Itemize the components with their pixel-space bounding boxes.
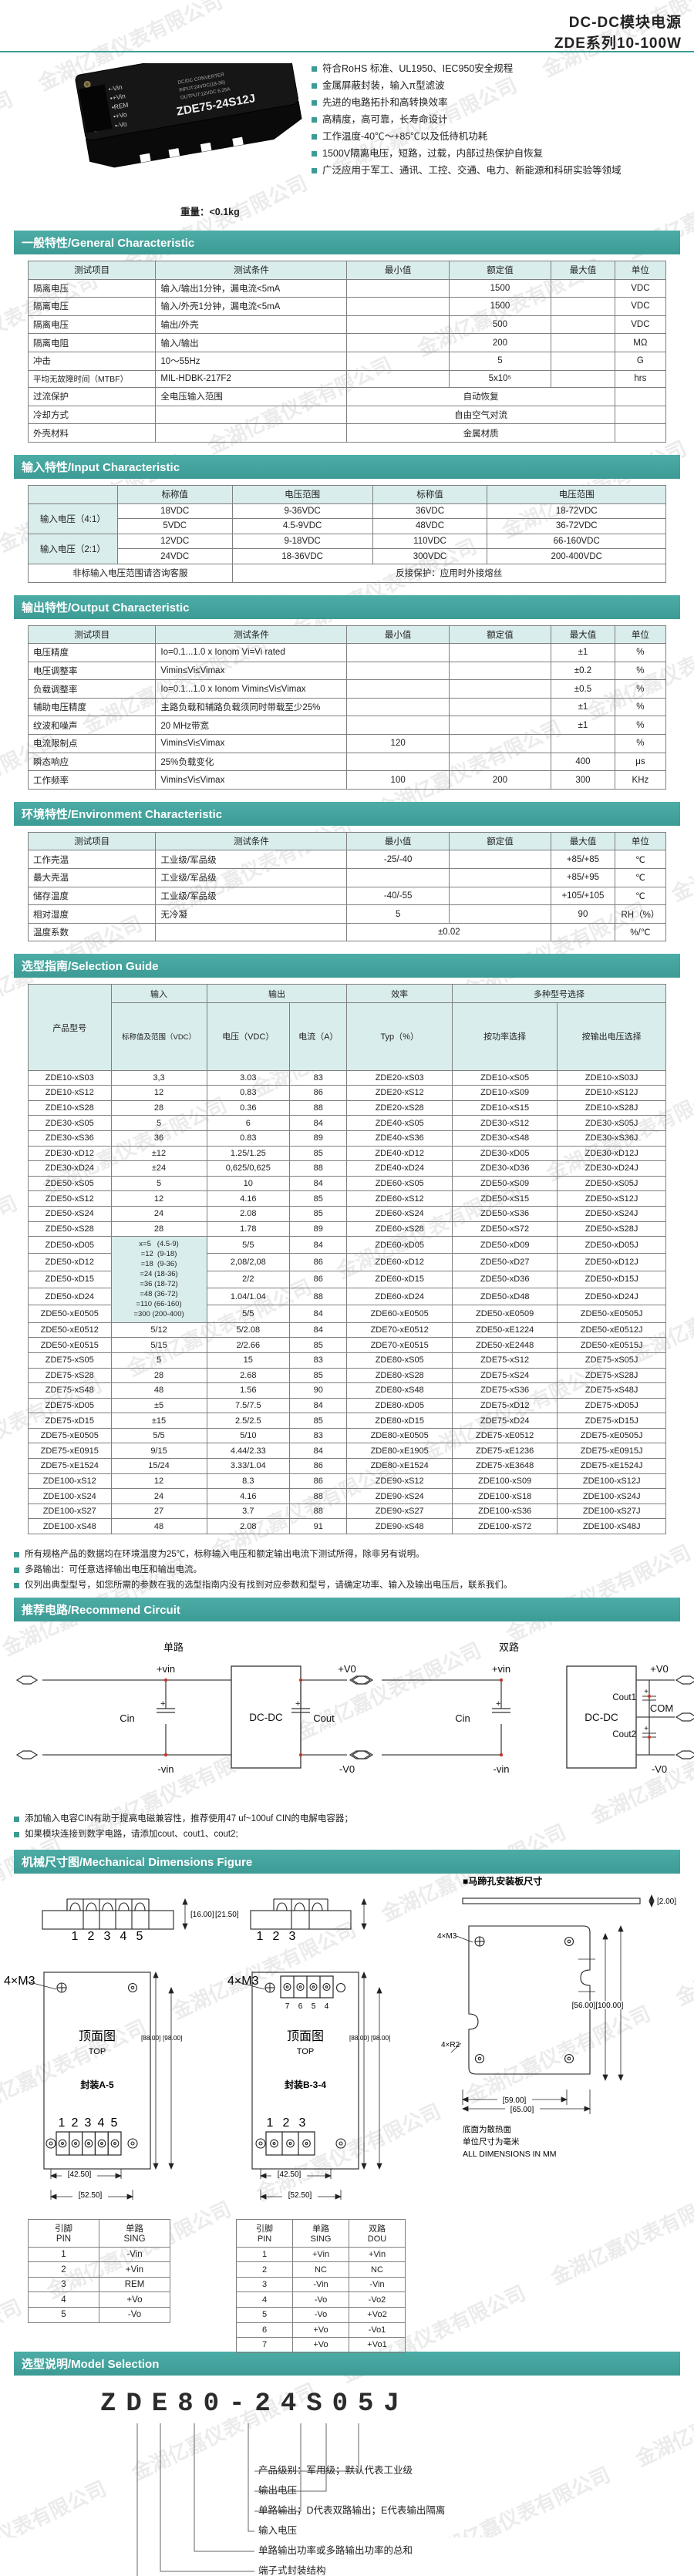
svg-text:顶面图: 顶面图 [79,2029,116,2043]
svg-text:+vin: +vin [157,1663,175,1675]
svg-text:2: 2 [72,2116,79,2130]
svg-text:顶面图: 顶面图 [287,2029,324,2043]
svg-text:6: 6 [298,2002,303,2011]
svg-text:2: 2 [88,1930,95,1943]
svg-text:Cin: Cin [455,1712,470,1724]
svg-text:+: + [644,1725,649,1733]
svg-text:4×M3: 4×M3 [227,1975,259,1988]
svg-text:7: 7 [285,2002,290,2011]
svg-text:[16.00]: [16.00] [190,1911,214,1919]
svg-text:端子式封装结构: 端子式封装结构 [258,2564,326,2576]
svg-text:TOP: TOP [297,2047,314,2056]
svg-text:ALL DIMENSIONS IN MM: ALL DIMENSIONS IN MM [463,2150,557,2159]
svg-text:Cin: Cin [120,1712,135,1724]
svg-text:[42.50]: [42.50] [278,2170,302,2179]
svg-text:1: 1 [59,2116,66,2130]
svg-text:单路输出；D代表双路输出；E代表输出隔离: 单路输出；D代表双路输出；E代表输出隔离 [258,2504,445,2516]
svg-text:[88.00]: [88.00] [141,2034,160,2042]
svg-text:DC-DC: DC-DC [249,1712,283,1723]
svg-text:+: + [295,1699,300,1709]
svg-text:Cout1: Cout1 [612,1693,636,1702]
svg-text:3: 3 [85,2116,92,2130]
svg-text:-V0: -V0 [652,1763,667,1775]
svg-text:[52.50]: [52.50] [79,2191,103,2200]
svg-text:[88.00]: [88.00] [349,2034,369,2042]
svg-text:[98.00]: [98.00] [163,2034,182,2042]
svg-text:+: + [644,1688,649,1696]
svg-text:5: 5 [136,1930,143,1943]
svg-text:1: 1 [267,2116,274,2130]
svg-text:+: + [496,1699,500,1709]
svg-text:单路输出功率或多路输出功率的总和: 单路输出功率或多路输出功率的总和 [258,2544,413,2556]
svg-text:3: 3 [299,2116,306,2130]
svg-text:4×M3: 4×M3 [4,1975,35,1988]
svg-text:1: 1 [257,1930,264,1943]
svg-text:1: 1 [72,1930,79,1943]
svg-text:TOP: TOP [89,2047,106,2056]
svg-text:输入电压: 输入电压 [258,2524,297,2536]
svg-text:5: 5 [312,2002,316,2011]
svg-text:[98.00]: [98.00] [371,2034,390,2042]
svg-text:单路: 单路 [163,1642,184,1653]
svg-text:-vin: -vin [158,1763,174,1775]
svg-text:-V0: -V0 [339,1763,355,1775]
svg-text:-vin: -vin [494,1763,510,1775]
svg-text:[59.00]: [59.00] [503,2096,527,2105]
svg-text:5: 5 [111,2116,118,2130]
svg-text:Cout2: Cout2 [612,1730,636,1739]
svg-text:COM: COM [650,1702,673,1714]
svg-text:[21.50]: [21.50] [215,1911,239,1919]
svg-text:[42.50]: [42.50] [68,2170,92,2179]
svg-text:Cout: Cout [313,1712,335,1724]
svg-text:4: 4 [120,1930,127,1943]
svg-text:2: 2 [273,1930,280,1943]
svg-text:[52.50]: [52.50] [288,2191,312,2200]
svg-text:产品级别：军用级；默认代表工业级: 产品级别：军用级；默认代表工业级 [258,2464,413,2476]
svg-text:3: 3 [104,1930,111,1943]
svg-text:[56.00][100.00]: [56.00][100.00] [572,2002,624,2010]
svg-text:封装A-5: 封装A-5 [80,2079,114,2090]
svg-text:+: + [160,1699,165,1709]
svg-text:4×R2: 4×R2 [441,2041,460,2049]
svg-text:封装B-3-4: 封装B-3-4 [285,2079,326,2090]
svg-text:4×M3: 4×M3 [437,1932,457,1941]
svg-text:DC-DC: DC-DC [585,1712,618,1723]
svg-text:+V0: +V0 [650,1663,669,1675]
svg-text:4: 4 [98,2116,105,2130]
svg-text:+vin: +vin [492,1663,510,1675]
svg-text:■马蹄孔安装板尺寸: ■马蹄孔安装板尺寸 [463,1875,542,1887]
svg-text:底面为散热面: 底面为散热面 [463,2124,511,2134]
svg-text:4: 4 [325,2002,329,2011]
svg-text:[65.00]: [65.00] [510,2106,534,2114]
svg-text:双路: 双路 [499,1642,519,1653]
svg-text:[2.00]: [2.00] [657,1897,676,1906]
svg-text:单位尺寸为毫米: 单位尺寸为毫米 [463,2137,520,2147]
svg-text:2: 2 [283,2116,290,2130]
svg-text:+V0: +V0 [338,1663,356,1675]
svg-text:3: 3 [289,1930,296,1943]
svg-text:输出电压: 输出电压 [258,2484,297,2496]
